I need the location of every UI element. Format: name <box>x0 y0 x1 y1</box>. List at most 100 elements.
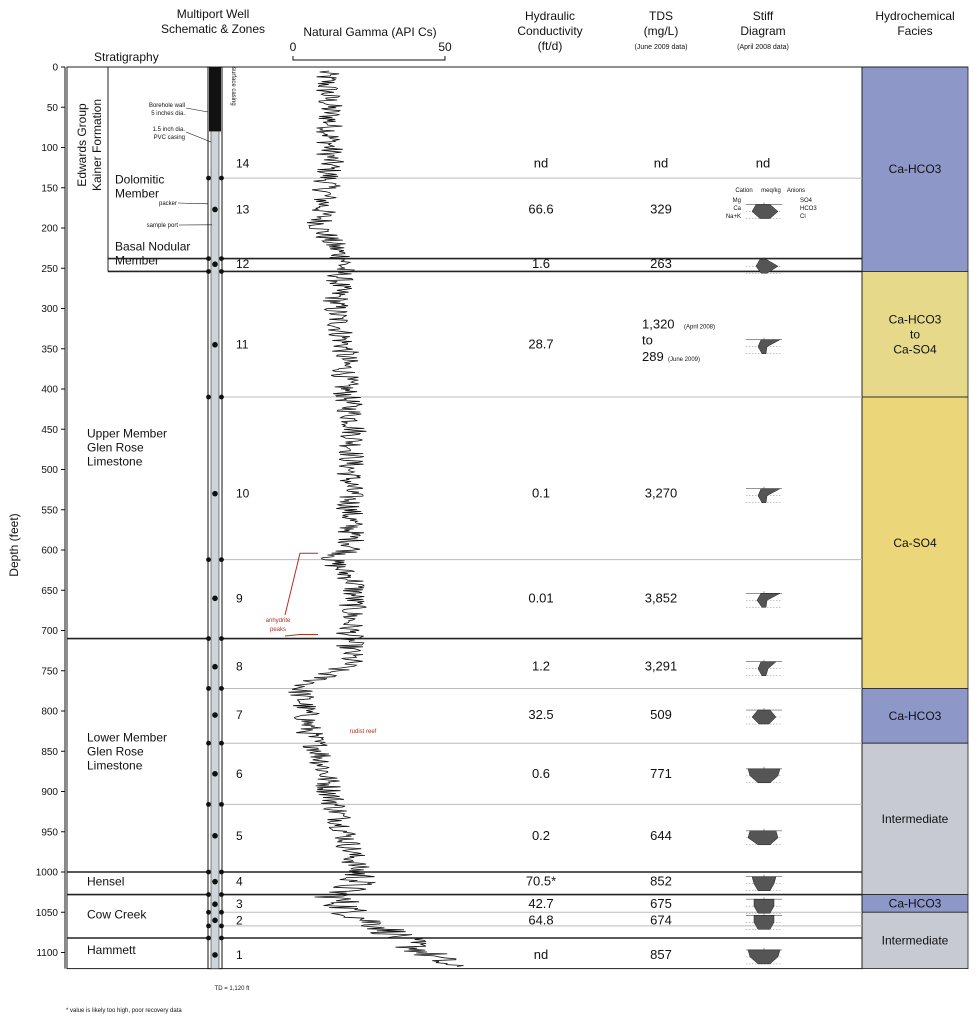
pvc-label-1: 1.5 inch dia. <box>153 127 186 133</box>
depth-tick-label: 1050 <box>36 908 59 919</box>
stiff-legend-cl: Cl <box>800 214 806 220</box>
facies-label: Ca-SO4 <box>893 536 937 550</box>
hydraulic-conductivity: 0.6 <box>532 766 550 781</box>
tds-value: 3,291 <box>645 659 678 674</box>
depth-tick-label: 450 <box>41 425 58 436</box>
depth-tick-label: 400 <box>41 385 58 396</box>
strat-unit-label: Lower Member <box>87 731 167 745</box>
depth-tick-label: 500 <box>41 465 58 476</box>
sample-port <box>212 901 218 907</box>
borehole-leader <box>185 107 209 113</box>
hydraulic-conductivity: nd <box>534 947 548 962</box>
facies-label: Ca-HCO3 <box>889 162 942 176</box>
packer <box>219 935 224 941</box>
surface-casing <box>209 67 221 132</box>
sample-port <box>212 490 218 497</box>
tds-value: 1,320 <box>642 317 675 332</box>
sample-port-label: sample port <box>147 223 179 229</box>
tds-value: 675 <box>650 896 672 911</box>
stiff-diagram <box>753 898 775 914</box>
pvc-leader <box>185 131 212 143</box>
header-stratigraphy: Stratigraphy <box>94 50 159 64</box>
header-facies-1: Hydrochemical <box>875 9 954 23</box>
tds-note: (April 2008) <box>684 325 715 331</box>
tds-value: 852 <box>650 874 672 889</box>
stratigraphy-column: Edwards Group Kainer Formation Dolomitic… <box>66 66 863 970</box>
stiff-diagrams <box>746 202 782 965</box>
stiff-diagram <box>757 488 781 503</box>
hydraulic-conductivity: 28.7 <box>528 337 553 352</box>
stiff-legend-hco3: HCO3 <box>800 206 817 212</box>
facies-band <box>861 911 969 969</box>
depth-tick-label: 250 <box>41 264 58 275</box>
header-tds-1: TDS <box>649 9 673 23</box>
packer-leader <box>177 202 209 205</box>
stiff-diagram <box>756 593 781 608</box>
packer <box>219 923 224 929</box>
facies-label: Intermediate <box>882 933 949 947</box>
strat-unit-label: Upper Member <box>87 426 167 440</box>
strat-unit-label: Limestone <box>87 759 143 773</box>
zone-number: 8 <box>236 660 243 674</box>
header-well-2: Schematic & Zones <box>161 22 265 36</box>
strat-unit-label: Cow Creek <box>87 908 147 922</box>
packer <box>206 892 211 897</box>
depth-tick-label: 1000 <box>36 868 59 879</box>
header-stiff-2: Diagram <box>740 24 785 38</box>
zone-number: 5 <box>236 829 243 843</box>
depth-tick-label: 350 <box>41 344 58 355</box>
sample-port <box>212 261 218 268</box>
packer <box>219 269 224 274</box>
packer <box>219 740 224 746</box>
packer <box>206 923 211 929</box>
stiff-diagram <box>755 258 779 274</box>
sample-port <box>212 770 218 777</box>
header-tds-3: (June 2009 data) <box>635 44 688 51</box>
strat-unit-label: Glen Rose <box>87 745 144 759</box>
hydraulic-conductivity: 42.7 <box>528 896 553 911</box>
facies-band <box>861 688 969 744</box>
header-stiff-3: (April 2008 data) <box>737 44 789 51</box>
zone-number: 10 <box>236 487 250 501</box>
strat-unit-label: Hensel <box>87 875 124 889</box>
gamma-scale-max: 50 <box>438 40 452 54</box>
stiff-legend-anions: Anions <box>787 188 805 194</box>
stiff-legend-ca: Ca <box>733 206 741 212</box>
packer <box>206 175 211 181</box>
packer <box>219 869 224 875</box>
sample-port <box>212 595 218 602</box>
tds-value: 509 <box>650 707 672 722</box>
hydraulic-conductivity: 1.6 <box>532 256 550 271</box>
zone-number: 9 <box>236 591 243 605</box>
stiff-diagram <box>753 915 775 930</box>
zone-number: 2 <box>236 913 243 927</box>
packer <box>206 935 211 941</box>
tds-value: 674 <box>650 912 672 927</box>
strat-unit-label: Hammett <box>87 943 136 957</box>
gamma-log <box>288 70 464 967</box>
sample-port <box>212 952 218 958</box>
sample-port <box>212 878 218 885</box>
tds-value: 771 <box>650 766 672 781</box>
header-well-1: Multiport Well <box>177 7 249 21</box>
header-stiff-1: Stiff <box>753 9 774 23</box>
sample-port <box>212 663 218 670</box>
hydraulic-conductivity: 0.2 <box>532 828 550 843</box>
sample-port <box>212 832 218 839</box>
hydraulic-conductivity: 1.2 <box>532 659 550 674</box>
hydraulic-conductivity: 64.8 <box>528 912 553 927</box>
pvc-label-2: PVC casing <box>154 135 185 141</box>
tds-note-2: (June 2009) <box>668 357 700 363</box>
header-k-1: Hydraulic <box>525 9 575 23</box>
anhydrite-label-2: peaks <box>270 627 286 633</box>
packer <box>219 892 224 897</box>
log-annotations: anhydrite peaks rudist reef <box>266 552 377 735</box>
well-schematic: surface casing Borehole wall 5 inches di… <box>147 66 250 992</box>
strat-frame <box>66 66 863 970</box>
stiff-legend-cation: Cation <box>735 188 752 194</box>
rudist-reef-label: rudist reef <box>350 729 377 735</box>
facies-label: Intermediate <box>882 812 949 826</box>
packer <box>219 557 224 563</box>
depth-tick-label: 200 <box>41 224 58 235</box>
